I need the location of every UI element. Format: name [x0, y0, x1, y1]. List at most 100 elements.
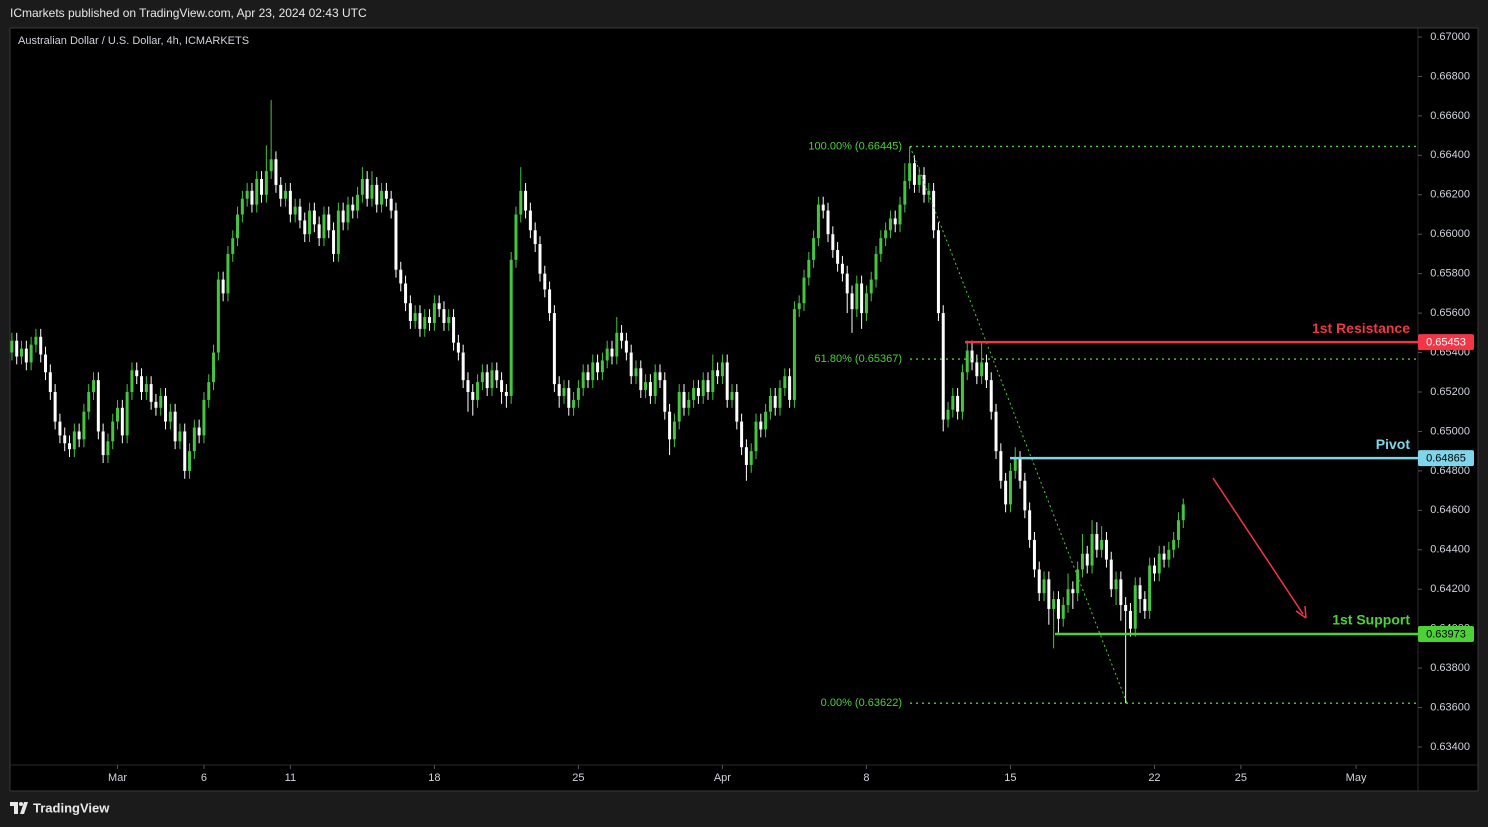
candle-body: [956, 395, 960, 412]
logo-dot: [19, 802, 23, 806]
candle-body: [692, 388, 696, 400]
candle-body: [92, 380, 96, 392]
candle-body: [567, 388, 571, 408]
candle-body: [989, 380, 993, 412]
candle-body: [178, 431, 182, 442]
candle-body: [192, 427, 196, 452]
candle-body: [226, 253, 230, 294]
candle-body: [96, 380, 100, 432]
candle-body: [720, 362, 724, 377]
candle-body: [173, 411, 177, 442]
projection-arrow: [1212, 477, 1307, 619]
candle-body: [1028, 510, 1032, 540]
candle-body: [236, 214, 240, 239]
y-tick-label: 0.63400: [1430, 741, 1470, 753]
candle-body: [951, 395, 955, 410]
candle-body: [1143, 599, 1147, 611]
y-tick-label: 0.66000: [1430, 228, 1470, 240]
candle-body: [322, 214, 326, 239]
candle-body: [807, 259, 811, 278]
candle-body: [389, 198, 393, 211]
candle-body: [72, 431, 76, 450]
candle-body: [1148, 565, 1152, 611]
candle-body: [1004, 480, 1008, 505]
candle-body: [53, 391, 57, 422]
y-tick-label: 0.65800: [1430, 268, 1470, 280]
candle-body: [63, 435, 67, 444]
candle-body: [466, 380, 470, 392]
candle-body: [298, 206, 302, 221]
candle-body: [797, 303, 801, 310]
candle-body: [1109, 559, 1113, 590]
x-tick-label: 11: [285, 772, 296, 784]
candle-body: [15, 340, 19, 357]
candle-body: [845, 273, 849, 294]
candle-body: [216, 279, 220, 353]
y-tick-label: 0.66800: [1430, 70, 1470, 82]
candle-body: [778, 388, 782, 408]
candle-body: [240, 198, 244, 215]
y-tick-label: 0.64600: [1430, 504, 1470, 516]
candle-body: [932, 190, 936, 231]
candle-body: [1128, 610, 1132, 629]
candle-body: [264, 171, 268, 195]
candle-body: [1152, 565, 1156, 574]
candle-body: [980, 362, 984, 377]
candle-body: [1013, 459, 1017, 471]
candle-body: [269, 159, 273, 172]
candle-body: [1056, 599, 1060, 619]
brand: TradingView: [33, 800, 110, 815]
y-tick-label: 0.66600: [1430, 110, 1470, 122]
candle-body: [543, 273, 547, 290]
x-tick-label: 15: [1004, 772, 1016, 784]
candle-body: [1085, 553, 1089, 566]
candle-body: [783, 376, 787, 389]
arrow-shaft: [1212, 477, 1304, 615]
candle-body: [293, 206, 297, 215]
x-tick-label: Apr: [714, 772, 731, 784]
candle-body: [423, 317, 427, 329]
candle-body: [336, 210, 340, 254]
x-tick-label: May: [1346, 772, 1367, 784]
candle-body: [826, 210, 830, 235]
candle-body: [1181, 504, 1185, 521]
candle-body: [1100, 539, 1104, 550]
candle-body: [183, 431, 187, 471]
y-tick-label: 0.63800: [1430, 662, 1470, 674]
candle-body: [245, 190, 249, 199]
candle-body: [346, 204, 350, 223]
fib-label: 61.80% (0.65367): [815, 353, 902, 365]
candle-body: [860, 283, 864, 314]
x-tick-label: 8: [863, 772, 869, 784]
candle-body: [716, 370, 720, 377]
candle-body: [1066, 589, 1070, 605]
candle-body: [255, 178, 259, 205]
candle-body: [39, 336, 43, 355]
candle-body: [1018, 459, 1022, 481]
candle-body: [159, 395, 163, 408]
candle-body: [754, 421, 758, 452]
candle-body: [538, 244, 542, 274]
candle-body: [908, 163, 912, 181]
chart-panel: [9, 27, 1479, 792]
candle-body: [125, 391, 129, 436]
candle-body: [197, 427, 201, 436]
candle-body: [668, 411, 672, 440]
candle-body: [591, 362, 595, 381]
candle-body: [586, 372, 590, 381]
candle-body: [212, 352, 216, 383]
candle-body: [370, 184, 374, 199]
candle-body: [999, 451, 1003, 481]
y-tick-label: 0.64400: [1430, 544, 1470, 556]
x-tick-label: Mar: [108, 772, 127, 784]
candle-body: [356, 194, 360, 211]
candle-body: [442, 309, 446, 323]
price-box-label: 0.63973: [1426, 628, 1466, 640]
candle-body: [202, 399, 206, 436]
candle-body: [792, 309, 796, 400]
candle-body: [888, 218, 892, 231]
candle-body: [850, 293, 854, 310]
tradingview-logo: [10, 802, 28, 814]
candle-body: [221, 279, 225, 294]
candle-body: [140, 376, 144, 392]
